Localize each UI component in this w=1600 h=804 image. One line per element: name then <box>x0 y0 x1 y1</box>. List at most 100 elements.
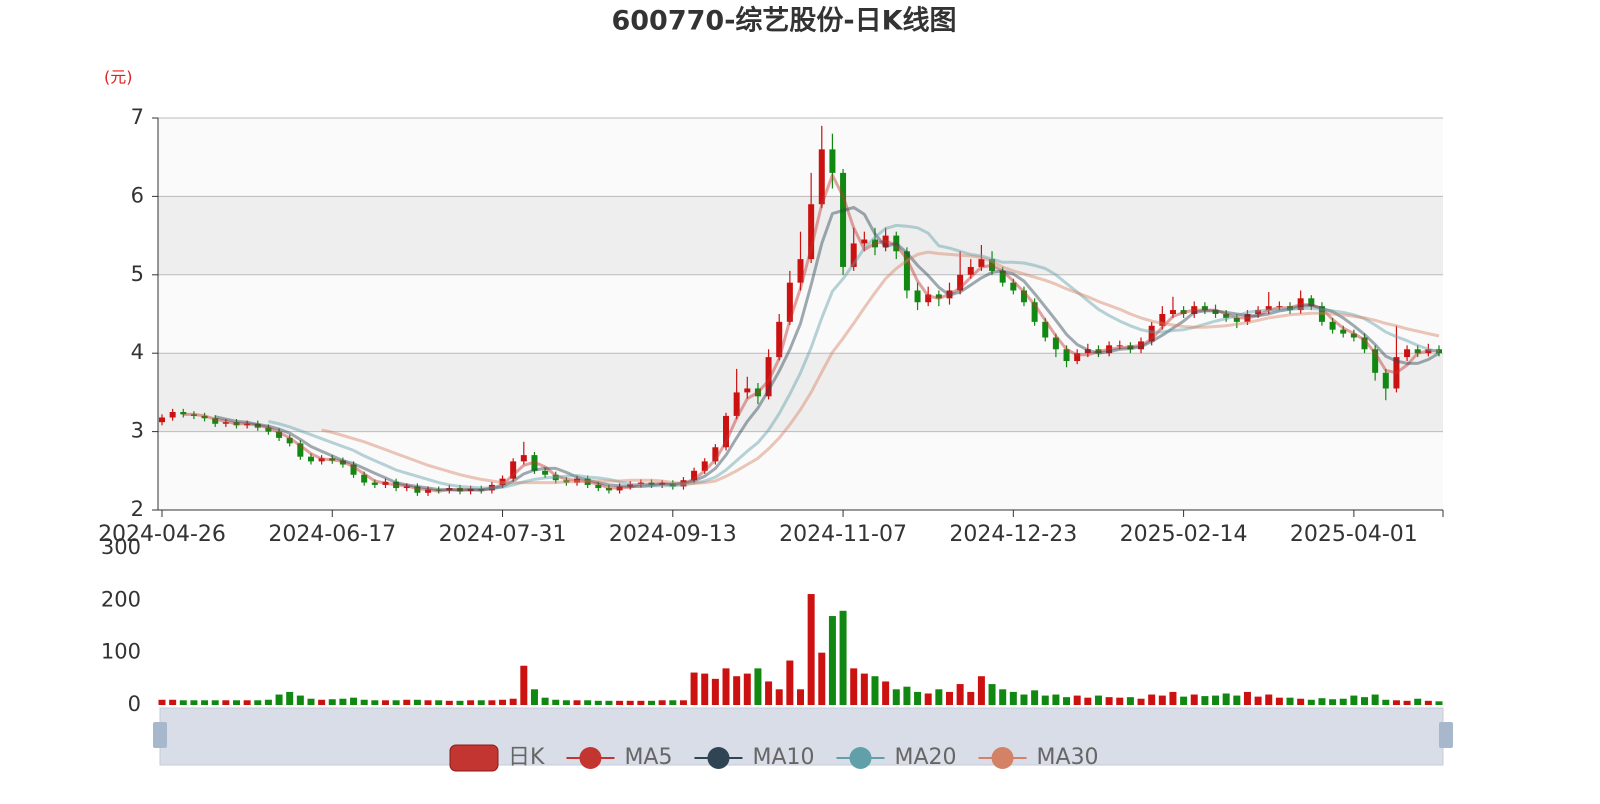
volume-bar <box>871 676 879 705</box>
volume-bar <box>743 673 751 705</box>
volume-bar <box>605 700 613 705</box>
ma-line <box>214 205 1440 492</box>
legend-label[interactable]: MA5 <box>624 745 672 770</box>
legend-label[interactable]: 日K <box>508 745 545 770</box>
volume-bar <box>264 699 272 705</box>
candle-body <box>1138 341 1145 350</box>
slider-handle[interactable] <box>1439 722 1453 748</box>
candle-body <box>999 270 1006 283</box>
legend-item[interactable]: 日K <box>449 744 545 772</box>
candle-body <box>371 482 378 485</box>
candle-body <box>605 488 612 491</box>
legend-item[interactable]: MA20 <box>836 745 957 770</box>
slider-handle[interactable] <box>153 722 167 748</box>
legend-icon[interactable] <box>449 744 499 772</box>
candle-body <box>254 423 261 428</box>
ma-line <box>321 250 1440 485</box>
candle-body <box>797 259 804 283</box>
volume-bar <box>371 700 379 705</box>
candle-body <box>531 455 538 471</box>
candle-body <box>297 443 304 457</box>
volume-bar <box>648 700 656 705</box>
volume-bar <box>1286 697 1294 705</box>
volume-bar <box>360 699 368 705</box>
legend-item[interactable]: MA5 <box>566 745 672 770</box>
volume-bar <box>1403 700 1411 705</box>
y-tick-label: 3 <box>131 419 144 443</box>
candle-body <box>307 456 314 462</box>
volume-bar <box>286 691 294 705</box>
volume-bar <box>1243 691 1251 705</box>
legend-item[interactable]: MA30 <box>978 745 1099 770</box>
candle-body <box>180 412 187 415</box>
volume-tick-label: 0 <box>128 692 141 716</box>
candle-body <box>925 294 932 303</box>
candle-body <box>978 259 985 267</box>
candle-body <box>361 474 368 483</box>
volume-bar <box>626 700 634 705</box>
candle-body <box>1255 310 1262 314</box>
candle-body <box>1201 306 1208 311</box>
volume-bar <box>169 699 177 705</box>
candle-body <box>723 415 730 448</box>
candle-body <box>510 461 517 479</box>
volume-bar <box>1318 698 1326 705</box>
volume-bar <box>850 668 858 705</box>
candle-body <box>957 274 964 291</box>
candle-body <box>1361 337 1368 350</box>
candle-body <box>339 460 346 465</box>
volume-bar <box>1275 697 1283 705</box>
candle-body <box>382 481 389 485</box>
data-zoom-slider[interactable] <box>153 707 1453 766</box>
grid-band <box>158 431 1443 510</box>
volume-bar <box>1158 695 1166 705</box>
candle-body <box>456 488 463 492</box>
volume-bar <box>722 668 730 705</box>
y-tick-label: 4 <box>131 340 144 364</box>
volume-bar <box>424 700 432 705</box>
y-axis-unit: (元) <box>104 68 133 87</box>
volume-bar <box>1116 697 1124 705</box>
legend-label[interactable]: MA30 <box>1037 745 1099 770</box>
x-tick-label: 2024-04-26 <box>98 522 226 547</box>
legend-icon-dot[interactable] <box>991 747 1014 769</box>
candle-body <box>1127 345 1134 350</box>
legend-label[interactable]: MA10 <box>752 745 814 770</box>
legend-label[interactable]: MA20 <box>895 745 957 770</box>
volume-bar <box>945 691 953 705</box>
volume-bar <box>797 689 804 705</box>
volume-bar <box>658 700 666 705</box>
legend-item[interactable]: MA10 <box>694 745 815 770</box>
volume-bar <box>318 699 326 705</box>
ma-line <box>268 223 1440 490</box>
volume-bar <box>190 700 198 705</box>
volume-bar <box>562 700 570 705</box>
volume-bar <box>1084 697 1092 705</box>
volume-bar <box>488 700 496 705</box>
candle-body <box>1031 302 1038 322</box>
volume-bar <box>1329 699 1337 705</box>
volume-bar <box>445 700 453 705</box>
volume-bar <box>509 698 517 705</box>
legend-icon-dot[interactable] <box>579 747 602 769</box>
volume-bar <box>935 689 943 705</box>
legend-icon-dot[interactable] <box>707 747 730 769</box>
candle-body <box>1350 333 1357 338</box>
candle-body <box>425 489 432 493</box>
candle-body <box>989 259 996 271</box>
legend-icon-dot[interactable] <box>849 747 872 769</box>
candle-body <box>967 266 974 275</box>
candle-body <box>1095 349 1102 354</box>
volume-bar <box>520 665 528 705</box>
candle-body <box>712 447 719 462</box>
candle-body <box>1393 357 1400 389</box>
volume-bar <box>818 652 826 705</box>
candle-body <box>499 478 506 485</box>
candle-body <box>1425 349 1432 354</box>
candle-body <box>446 488 453 491</box>
candle-body <box>488 484 495 491</box>
volume-bar <box>552 699 560 705</box>
candle-body <box>584 478 591 485</box>
volume-bar <box>1307 699 1315 705</box>
candle-body <box>882 235 889 248</box>
